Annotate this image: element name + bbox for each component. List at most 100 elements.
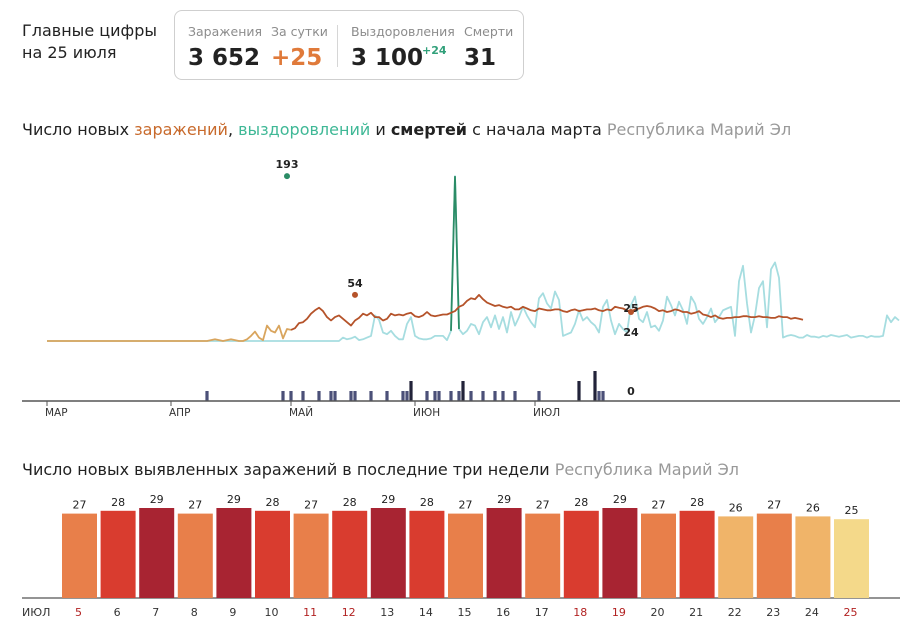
bar <box>679 510 715 598</box>
bar-value-label: 27 <box>188 499 202 512</box>
bar <box>795 516 831 598</box>
death-bar <box>409 381 413 401</box>
death-bar <box>385 391 389 401</box>
bar-day-label: 22 <box>728 606 742 619</box>
death-bar <box>577 381 581 401</box>
line-chart: МАР АПР МАЙ ИЮН ИЮЛ 193 54 25 24 0 <box>22 158 900 419</box>
line-title-deaths: смертей <box>390 120 468 139</box>
recoveries-value: 3 100 <box>351 45 424 71</box>
death-bar <box>405 391 409 401</box>
daily-label: За сутки <box>271 24 328 39</box>
bar-value-label: 28 <box>420 496 434 509</box>
bar-day-label: 6 <box>114 606 121 619</box>
bar <box>448 513 483 598</box>
death-bar <box>369 391 373 401</box>
bar-value-label: 29 <box>497 493 511 506</box>
bar-title-region: Республика Марий Эл <box>554 460 739 479</box>
death-bar <box>501 391 505 401</box>
death-bar <box>437 391 441 401</box>
bar-chart-title: Число новых выявленных заражений в после… <box>22 460 739 479</box>
bar <box>756 513 792 598</box>
bar-value-label: 29 <box>227 493 241 506</box>
bar-value-label: 27 <box>459 499 473 512</box>
bar-day-label: 19 <box>612 606 626 619</box>
x-axis-tick-label: АПР <box>169 407 190 419</box>
death-bar <box>301 391 305 401</box>
bar <box>216 508 252 598</box>
infections-line-early <box>47 324 292 342</box>
bar <box>62 513 97 598</box>
bar-value-label: 29 <box>613 493 627 506</box>
death-bar <box>349 391 353 401</box>
bar <box>370 508 406 598</box>
bar-value-label: 28 <box>266 496 280 509</box>
bar <box>139 508 175 598</box>
bar-value-label: 27 <box>73 499 87 512</box>
bar-value-label: 27 <box>652 499 666 512</box>
bar-value-label: 27 <box>767 499 781 512</box>
annotation-label: 24 <box>623 326 639 339</box>
bar <box>177 513 213 598</box>
bar-day-label: 24 <box>805 606 819 619</box>
annotation-label: 54 <box>347 277 363 290</box>
recoveries-label: Выздоровления <box>351 24 455 39</box>
bar-day-label: 18 <box>573 606 587 619</box>
bar-day-label: 16 <box>496 606 510 619</box>
bar-value-label: 28 <box>111 496 125 509</box>
death-bar <box>481 391 485 401</box>
death-bar <box>353 391 357 401</box>
bar <box>602 508 638 598</box>
headline-line1: Главные цифры <box>22 21 157 40</box>
recoveries-peak-marker <box>284 173 290 180</box>
bar <box>834 519 869 598</box>
bar-day-label: 25 <box>844 606 858 619</box>
death-bar <box>281 391 285 401</box>
bar-day-label: 17 <box>535 606 549 619</box>
line-title-suffix: с начала марта <box>467 120 602 139</box>
bar-day-label: 7 <box>152 606 159 619</box>
deaths-label: Смерти <box>464 24 514 39</box>
bar-day-label: 10 <box>265 606 279 619</box>
bar-day-label: 14 <box>419 606 433 619</box>
bar-value-label: 28 <box>574 496 588 509</box>
bar-value-label: 25 <box>845 504 859 517</box>
bar-month-label: ИЮЛ <box>22 606 50 619</box>
death-bar <box>537 391 541 401</box>
line-title-region: Республика Марий Эл <box>606 120 792 139</box>
bar <box>409 510 445 598</box>
key-stats-panel: Заражения 3 652 За сутки +25 Выздоровлен… <box>174 10 524 80</box>
bar-day-label: 23 <box>766 606 780 619</box>
death-bar <box>593 371 597 401</box>
bar <box>563 510 599 598</box>
bar-day-label: 13 <box>380 606 394 619</box>
bar-title-text: Число новых выявленных заражений в после… <box>22 460 550 479</box>
bar <box>486 508 522 598</box>
infections-label: Заражения <box>188 24 263 39</box>
bar-value-label: 26 <box>806 501 820 514</box>
annotation-label: 0 <box>627 385 635 398</box>
bar-day-label: 15 <box>458 606 472 619</box>
x-axis-tick-label: МАЙ <box>289 406 313 419</box>
bar-day-label: 11 <box>303 606 317 619</box>
bar <box>525 513 561 598</box>
death-bar <box>449 391 453 401</box>
death-bar <box>329 391 333 401</box>
bar-chart: ИЮЛ 27 5 28 6 29 7 27 8 29 9 28 10 27 11 28 12 29 13 28 14 27… <box>22 493 900 619</box>
death-bar <box>457 391 461 401</box>
death-bar <box>205 391 209 401</box>
bar <box>255 510 290 598</box>
line-chart-title: Число новых заражений, выздоровлений и с… <box>22 120 791 139</box>
bar-day-label: 20 <box>651 606 665 619</box>
bar-value-label: 26 <box>729 501 743 514</box>
bar <box>293 513 329 598</box>
death-bar <box>597 391 601 401</box>
annotation-label: 193 <box>276 158 299 171</box>
line-title-recoveries: выздоровлений <box>238 120 371 139</box>
death-bar <box>601 391 605 401</box>
death-bar <box>333 391 337 401</box>
x-axis-tick-label: ИЮЛ <box>533 407 560 419</box>
bar-value-label: 29 <box>150 493 164 506</box>
line-title-and: и <box>370 120 391 139</box>
line-title-prefix: Число новых <box>22 120 135 139</box>
death-bar <box>401 391 405 401</box>
